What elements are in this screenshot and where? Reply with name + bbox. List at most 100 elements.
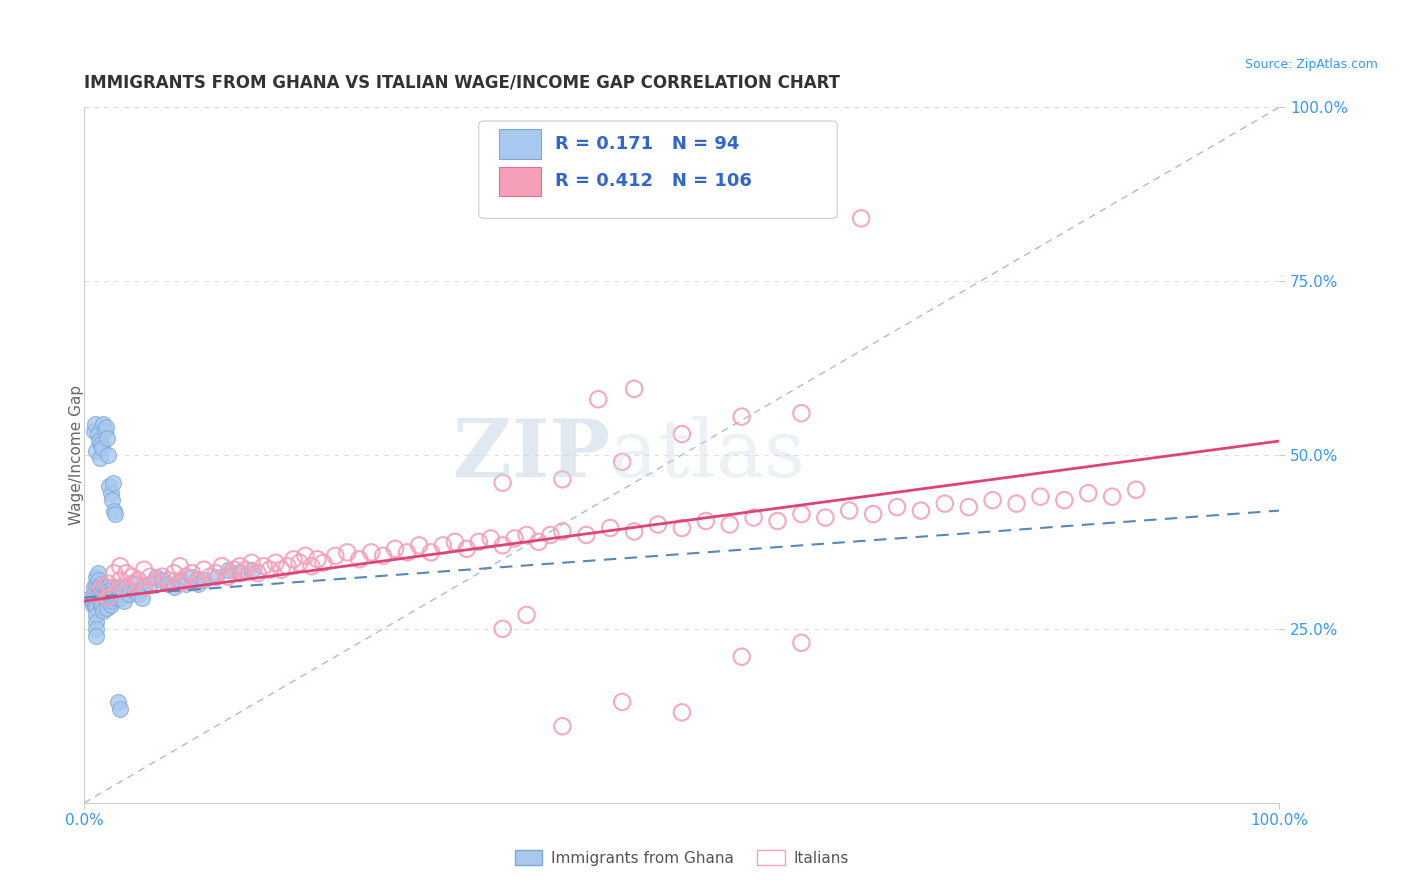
Point — [479, 532, 502, 546]
Point — [396, 545, 419, 559]
Text: R = 0.171   N = 94: R = 0.171 N = 94 — [555, 135, 740, 153]
Point — [934, 497, 956, 511]
Point — [124, 583, 146, 598]
Point — [259, 563, 281, 577]
Point — [360, 545, 382, 559]
Point — [766, 514, 789, 528]
Point — [86, 566, 108, 581]
Point — [103, 591, 125, 605]
Point — [193, 573, 215, 587]
Legend: Immigrants from Ghana, Italians: Immigrants from Ghana, Italians — [509, 844, 855, 871]
Point — [110, 583, 132, 598]
Point — [588, 392, 610, 407]
Point — [91, 591, 114, 605]
Point — [115, 580, 138, 594]
Point — [86, 615, 108, 629]
Point — [97, 583, 120, 598]
Point — [94, 420, 117, 434]
Point — [93, 417, 115, 431]
Point — [181, 566, 204, 581]
Point — [91, 583, 114, 598]
Point — [103, 566, 125, 581]
Point — [229, 559, 252, 574]
Point — [217, 570, 239, 584]
Point — [181, 570, 204, 584]
Point — [211, 559, 233, 574]
Point — [89, 451, 111, 466]
Point — [336, 545, 359, 559]
Point — [981, 493, 1004, 508]
Point — [169, 573, 191, 587]
Point — [503, 532, 526, 546]
Point — [187, 576, 209, 591]
Point — [695, 514, 717, 528]
Point — [87, 434, 110, 448]
FancyBboxPatch shape — [479, 121, 838, 219]
Text: R = 0.412   N = 106: R = 0.412 N = 106 — [555, 172, 752, 191]
Point — [117, 587, 139, 601]
Point — [110, 559, 132, 574]
Point — [229, 566, 252, 581]
Point — [90, 576, 112, 591]
Point — [110, 591, 132, 605]
Point — [127, 587, 149, 601]
Point — [93, 424, 115, 438]
Point — [145, 570, 167, 584]
Point — [104, 587, 127, 601]
Point — [90, 437, 112, 451]
Point — [444, 534, 467, 549]
Point — [253, 559, 276, 574]
Point — [121, 570, 143, 584]
Point — [86, 629, 108, 643]
Point — [101, 580, 124, 594]
Point — [240, 556, 263, 570]
Point — [150, 573, 173, 587]
Text: Source: ZipAtlas.com: Source: ZipAtlas.com — [1244, 58, 1378, 71]
Point — [86, 576, 108, 591]
Point — [229, 566, 252, 581]
Point — [527, 534, 550, 549]
Text: ZIP: ZIP — [453, 416, 610, 494]
Y-axis label: Wage/Income Gap: Wage/Income Gap — [69, 384, 83, 525]
Point — [205, 570, 228, 584]
Point — [87, 580, 110, 594]
Point — [312, 556, 335, 570]
Point — [83, 580, 105, 594]
Point — [731, 409, 754, 424]
Point — [86, 444, 108, 458]
Point — [1005, 497, 1028, 511]
Point — [551, 472, 574, 486]
Point — [718, 517, 741, 532]
Text: atlas: atlas — [610, 416, 806, 494]
Point — [145, 576, 167, 591]
Point — [104, 507, 127, 521]
Point — [612, 455, 634, 469]
Point — [742, 510, 765, 524]
Point — [671, 427, 693, 442]
Point — [288, 556, 311, 570]
Point — [96, 594, 118, 608]
Point — [1053, 493, 1076, 508]
Point — [91, 580, 114, 594]
Point — [283, 552, 305, 566]
Point — [599, 521, 621, 535]
Point — [80, 594, 103, 608]
Point — [301, 559, 323, 574]
Point — [97, 591, 120, 605]
Point — [110, 573, 132, 587]
Point — [132, 580, 156, 594]
Point — [1077, 486, 1099, 500]
Point — [79, 591, 101, 605]
Point — [93, 583, 115, 598]
Point — [93, 605, 115, 619]
Point — [1029, 490, 1052, 504]
Point — [623, 524, 645, 539]
Point — [97, 580, 120, 594]
Point — [540, 528, 562, 542]
Point — [910, 503, 932, 517]
Point — [132, 563, 156, 577]
Point — [121, 576, 143, 591]
Point — [174, 576, 197, 591]
Point — [131, 591, 153, 605]
Point — [103, 503, 125, 517]
